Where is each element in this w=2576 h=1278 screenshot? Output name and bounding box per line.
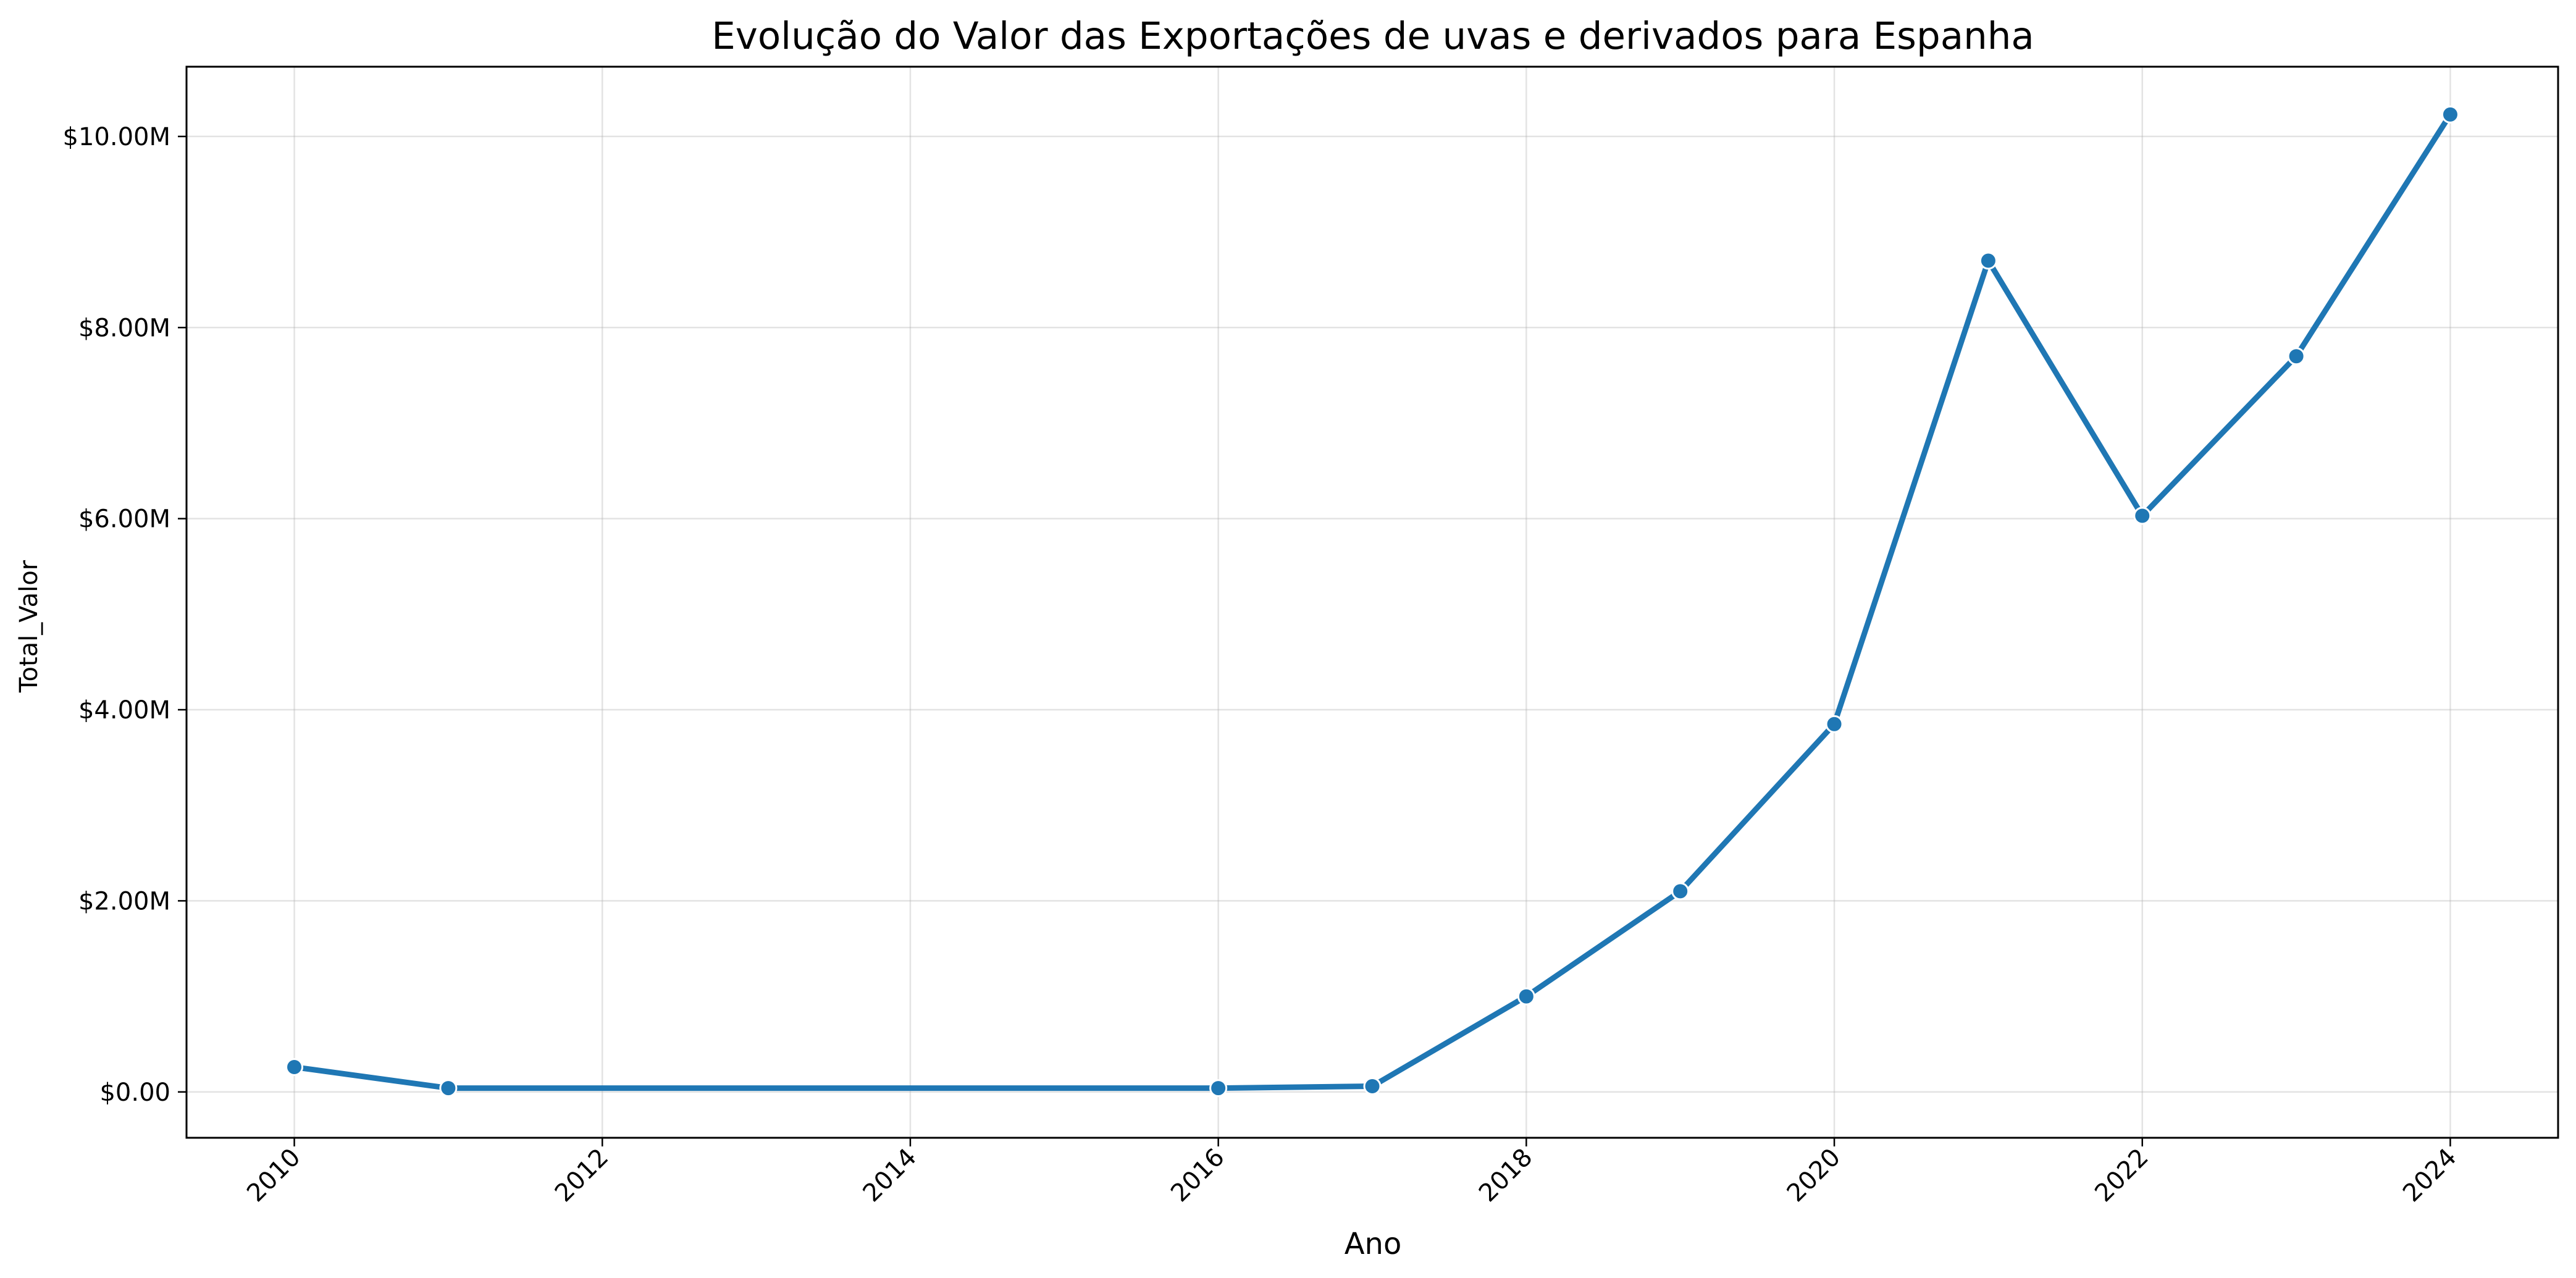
- x-tick-label: 2012: [550, 1143, 615, 1208]
- y-tick-label: $10.00M: [63, 123, 170, 151]
- data-point: [285, 1058, 304, 1077]
- data-point: [2287, 347, 2305, 366]
- x-tick-label: 2016: [1165, 1143, 1230, 1208]
- chart-title: Evolução do Valor das Exportações de uva…: [711, 14, 2034, 58]
- x-tick-label: 2010: [241, 1143, 306, 1208]
- data-point: [2441, 105, 2459, 124]
- data-point: [439, 1079, 458, 1098]
- data-point: [1825, 715, 1844, 733]
- x-tick-label: 2018: [1474, 1143, 1538, 1208]
- data-point: [1363, 1077, 1382, 1095]
- data-point: [1979, 251, 1997, 270]
- grid-lines: [187, 67, 2558, 1138]
- x-tick-label: 2022: [2089, 1143, 2154, 1208]
- x-tick-label: 2020: [1782, 1143, 1847, 1208]
- data-point: [1671, 882, 1690, 901]
- data-point: [1517, 987, 1535, 1006]
- y-axis-label: Total_Valor: [15, 560, 43, 693]
- x-tick-label: 2014: [858, 1143, 923, 1208]
- x-axis-label: Ano: [1345, 1227, 1402, 1261]
- axis-ticks: 2010 2012 2014 2016 2018 2020 2022 2024 $0.00 $2.…: [63, 123, 2462, 1208]
- y-tick-label: $8.00M: [78, 314, 170, 342]
- series-layer: [285, 105, 2459, 1098]
- y-tick-label: $4.00M: [78, 696, 170, 725]
- y-tick-label: $6.00M: [78, 505, 170, 534]
- y-tick-label: $0.00: [99, 1078, 170, 1107]
- data-point: [2133, 507, 2152, 525]
- plot-frame: [185, 65, 2559, 1139]
- x-tick-label: 2024: [2398, 1143, 2462, 1208]
- series-line: [292, 111, 2453, 1091]
- data-point: [1209, 1079, 1228, 1098]
- y-tick-label: $2.00M: [78, 887, 170, 915]
